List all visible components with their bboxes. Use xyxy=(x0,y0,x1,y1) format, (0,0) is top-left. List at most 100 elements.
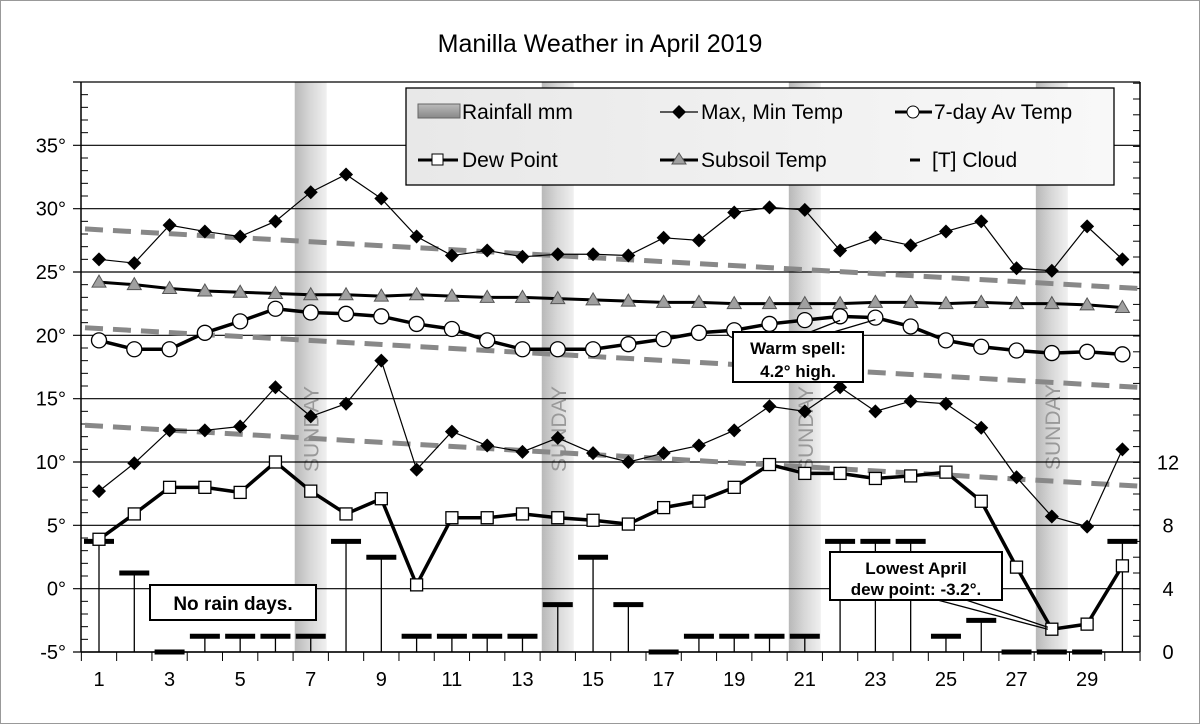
min-point xyxy=(938,396,953,411)
max-point xyxy=(127,256,142,271)
y-tick-label: 5° xyxy=(47,515,66,537)
max-point xyxy=(938,224,953,239)
subsoil-point xyxy=(1079,296,1095,311)
avg-point xyxy=(761,315,778,333)
avg-point xyxy=(267,300,284,317)
min-point xyxy=(974,420,989,435)
max-point xyxy=(515,249,530,264)
legend-marker-dew xyxy=(431,153,444,166)
avg-point xyxy=(302,304,319,321)
dew-point xyxy=(692,494,706,508)
avg-point xyxy=(337,305,355,322)
max-point xyxy=(550,247,565,262)
y-tick-label: 20° xyxy=(36,325,66,347)
max-point xyxy=(374,191,389,206)
dew-point xyxy=(762,457,777,472)
y-right-tick-label: 8 xyxy=(1162,516,1173,538)
min-point xyxy=(127,456,142,471)
warm-spell-text: Warm spell: xyxy=(750,339,846,358)
min-point xyxy=(797,404,812,419)
dew-point xyxy=(198,480,212,494)
dew-point xyxy=(868,471,883,486)
dew-point xyxy=(339,507,353,521)
series-line-avg xyxy=(98,306,1123,357)
min-point xyxy=(409,462,424,477)
subsoil-point xyxy=(408,286,425,301)
avg-point xyxy=(937,332,955,349)
warm-spell-box xyxy=(732,331,864,383)
y-tick-label: 30° xyxy=(36,199,66,221)
avg-point xyxy=(1008,342,1025,359)
avg-point xyxy=(796,311,813,329)
trend-line-min xyxy=(84,422,1139,489)
max-point xyxy=(833,243,848,258)
subsoil-point xyxy=(938,295,954,310)
no-rain-text: No rain days. xyxy=(173,594,292,615)
dew-point xyxy=(656,500,671,515)
min-point xyxy=(1115,442,1130,457)
x-tick-label: 9 xyxy=(376,669,387,691)
subsoil-point xyxy=(902,294,919,308)
chart-title: Manilla Weather in April 2019 xyxy=(438,30,763,58)
avg-point xyxy=(1043,344,1060,362)
dew-point xyxy=(1115,559,1130,573)
dew-point xyxy=(1080,617,1094,631)
dew-point xyxy=(233,485,247,500)
max-point xyxy=(1115,252,1130,267)
y-right-tick-label: 12 xyxy=(1157,452,1179,474)
y-tick-label: 15° xyxy=(36,389,66,411)
max-point xyxy=(974,214,989,229)
max-point xyxy=(1080,219,1095,234)
x-tick-label: 23 xyxy=(864,669,886,691)
x-tick-label: 1 xyxy=(93,669,104,691)
avg-point xyxy=(232,313,249,330)
y-tick-label: 35° xyxy=(36,135,66,157)
max-point xyxy=(339,167,354,182)
dew-point xyxy=(798,466,812,481)
x-tick-label: 5 xyxy=(235,669,246,691)
max-point xyxy=(92,252,106,267)
subsoil-point xyxy=(161,280,178,294)
trend-line-avg xyxy=(84,325,1139,390)
series-line-subsoil xyxy=(98,280,1123,309)
subsoil-point xyxy=(514,289,531,303)
no-rain-box xyxy=(149,584,317,621)
max-point xyxy=(868,230,883,245)
avg-point xyxy=(514,341,531,358)
subsoil-point xyxy=(479,289,496,303)
min-point xyxy=(339,396,354,411)
min-point xyxy=(621,455,636,469)
min-point xyxy=(515,444,530,459)
avg-point xyxy=(690,324,708,341)
avg-point xyxy=(1114,346,1131,363)
avg-point xyxy=(90,332,108,349)
subsoil-point xyxy=(1114,299,1131,313)
subsoil-point xyxy=(196,283,213,297)
avg-point xyxy=(479,332,496,349)
max-point xyxy=(233,229,248,244)
avg-point xyxy=(584,341,602,358)
min-point xyxy=(303,409,318,424)
subsoil-point xyxy=(761,295,778,310)
avg-point xyxy=(1078,343,1096,360)
x-tick-label: 29 xyxy=(1076,669,1098,691)
subsoil-point xyxy=(655,294,672,308)
subsoil-point xyxy=(338,286,354,301)
subsoil-point xyxy=(302,286,319,301)
warm-spell-text: 4.2° high. xyxy=(760,362,836,381)
dew-point xyxy=(268,455,283,469)
legend-label: [T] Cloud xyxy=(932,149,1017,172)
sunday-label: SUNDAY xyxy=(301,386,324,472)
min-point xyxy=(162,423,177,438)
dew-point xyxy=(833,466,847,481)
subsoil-point xyxy=(232,284,249,298)
subsoil-point xyxy=(973,294,990,308)
y-right-tick-label: 0 xyxy=(1162,642,1173,664)
max-point xyxy=(691,233,706,248)
min-point xyxy=(550,430,565,445)
max-point xyxy=(162,218,177,233)
x-tick-label: 27 xyxy=(1005,669,1027,691)
avg-point xyxy=(902,318,919,335)
min-point xyxy=(727,423,742,438)
